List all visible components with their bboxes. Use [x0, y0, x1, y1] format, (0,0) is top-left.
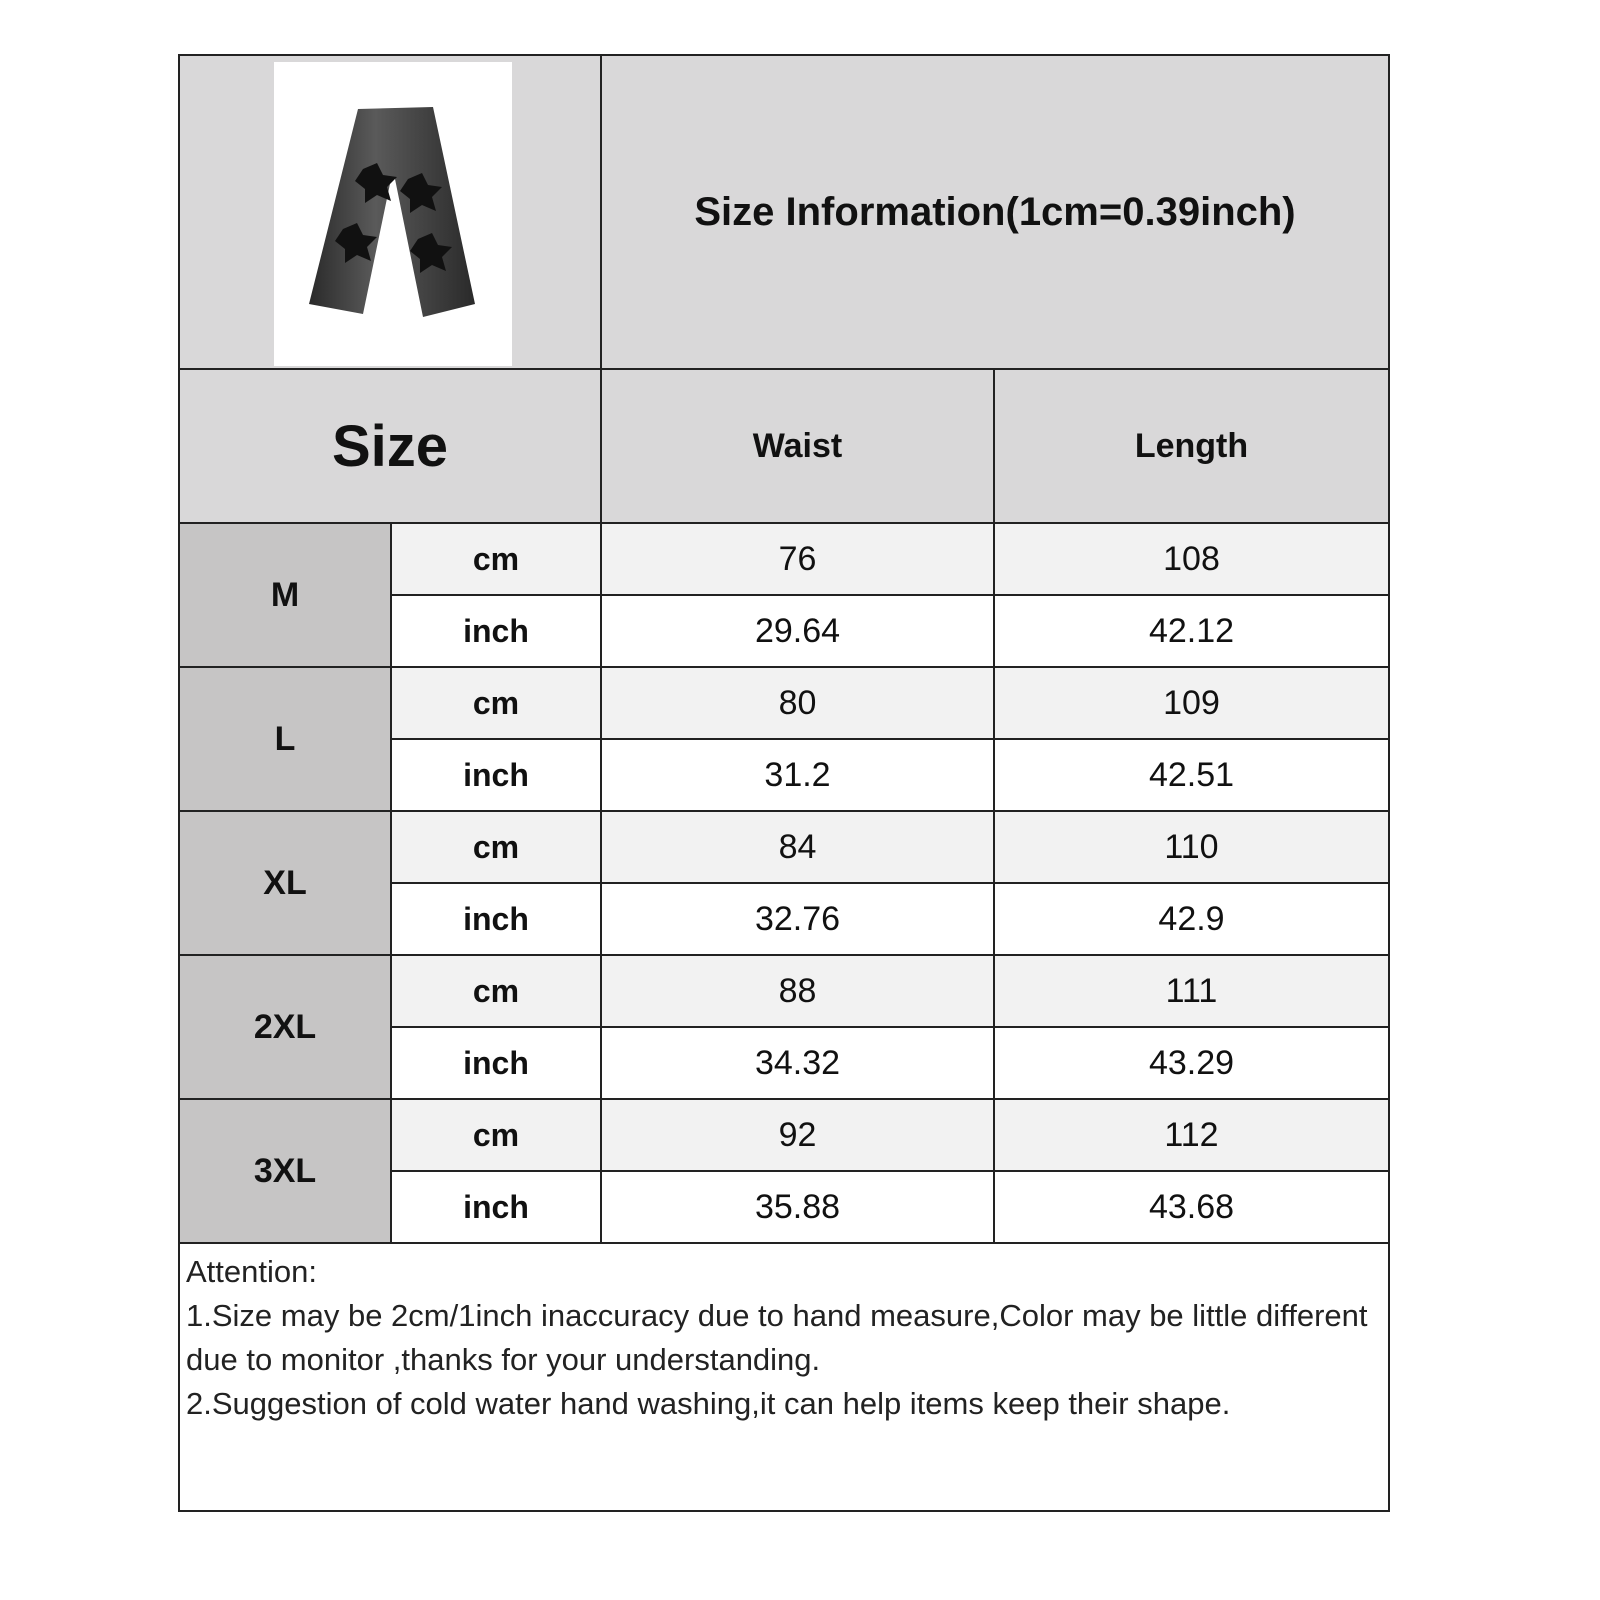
size-header: Size: [180, 370, 602, 524]
length-value: 42.51: [995, 740, 1388, 812]
size-label: 2XL: [180, 956, 392, 1100]
product-photo-cell: [180, 56, 602, 370]
unit-label: cm: [392, 812, 602, 884]
length-header: Length: [995, 370, 1388, 524]
waist-value: 76: [602, 524, 995, 596]
attention-line-1: 1.Size may be 2cm/1inch inaccuracy due t…: [186, 1298, 1377, 1377]
length-value: 43.29: [995, 1028, 1388, 1100]
waist-value: 29.64: [602, 596, 995, 668]
waist-header: Waist: [602, 370, 995, 524]
length-value: 109: [995, 668, 1388, 740]
unit-label: cm: [392, 668, 602, 740]
product-image: [274, 62, 512, 366]
unit-label: inch: [392, 596, 602, 668]
length-value: 108: [995, 524, 1388, 596]
waist-value: 31.2: [602, 740, 995, 812]
length-value: 42.12: [995, 596, 1388, 668]
unit-label: inch: [392, 740, 602, 812]
waist-value: 34.32: [602, 1028, 995, 1100]
size-label: L: [180, 668, 392, 812]
waist-value: 35.88: [602, 1172, 995, 1244]
size-label: XL: [180, 812, 392, 956]
waist-value: 88: [602, 956, 995, 1028]
waist-value: 80: [602, 668, 995, 740]
pants-icon: [309, 107, 475, 317]
size-label: M: [180, 524, 392, 668]
unit-label: cm: [392, 524, 602, 596]
length-value: 110: [995, 812, 1388, 884]
length-value: 43.68: [995, 1172, 1388, 1244]
length-value: 111: [995, 956, 1388, 1028]
size-chart-table: Size Information(1cm=0.39inch) Size Wais…: [178, 54, 1390, 1512]
unit-label: inch: [392, 1028, 602, 1100]
attention-notes: Attention: 1.Size may be 2cm/1inch inacc…: [180, 1246, 1388, 1430]
unit-label: inch: [392, 1172, 602, 1244]
waist-value: 32.76: [602, 884, 995, 956]
waist-value: 92: [602, 1100, 995, 1172]
attention-line-2: 2.Suggestion of cold water hand washing,…: [186, 1386, 1231, 1421]
waist-value: 84: [602, 812, 995, 884]
length-value: 112: [995, 1100, 1388, 1172]
title: Size Information(1cm=0.39inch): [602, 56, 1388, 370]
length-value: 42.9: [995, 884, 1388, 956]
size-label: 3XL: [180, 1100, 392, 1244]
unit-label: cm: [392, 956, 602, 1028]
attention-heading: Attention:: [186, 1254, 317, 1289]
unit-label: cm: [392, 1100, 602, 1172]
unit-label: inch: [392, 884, 602, 956]
